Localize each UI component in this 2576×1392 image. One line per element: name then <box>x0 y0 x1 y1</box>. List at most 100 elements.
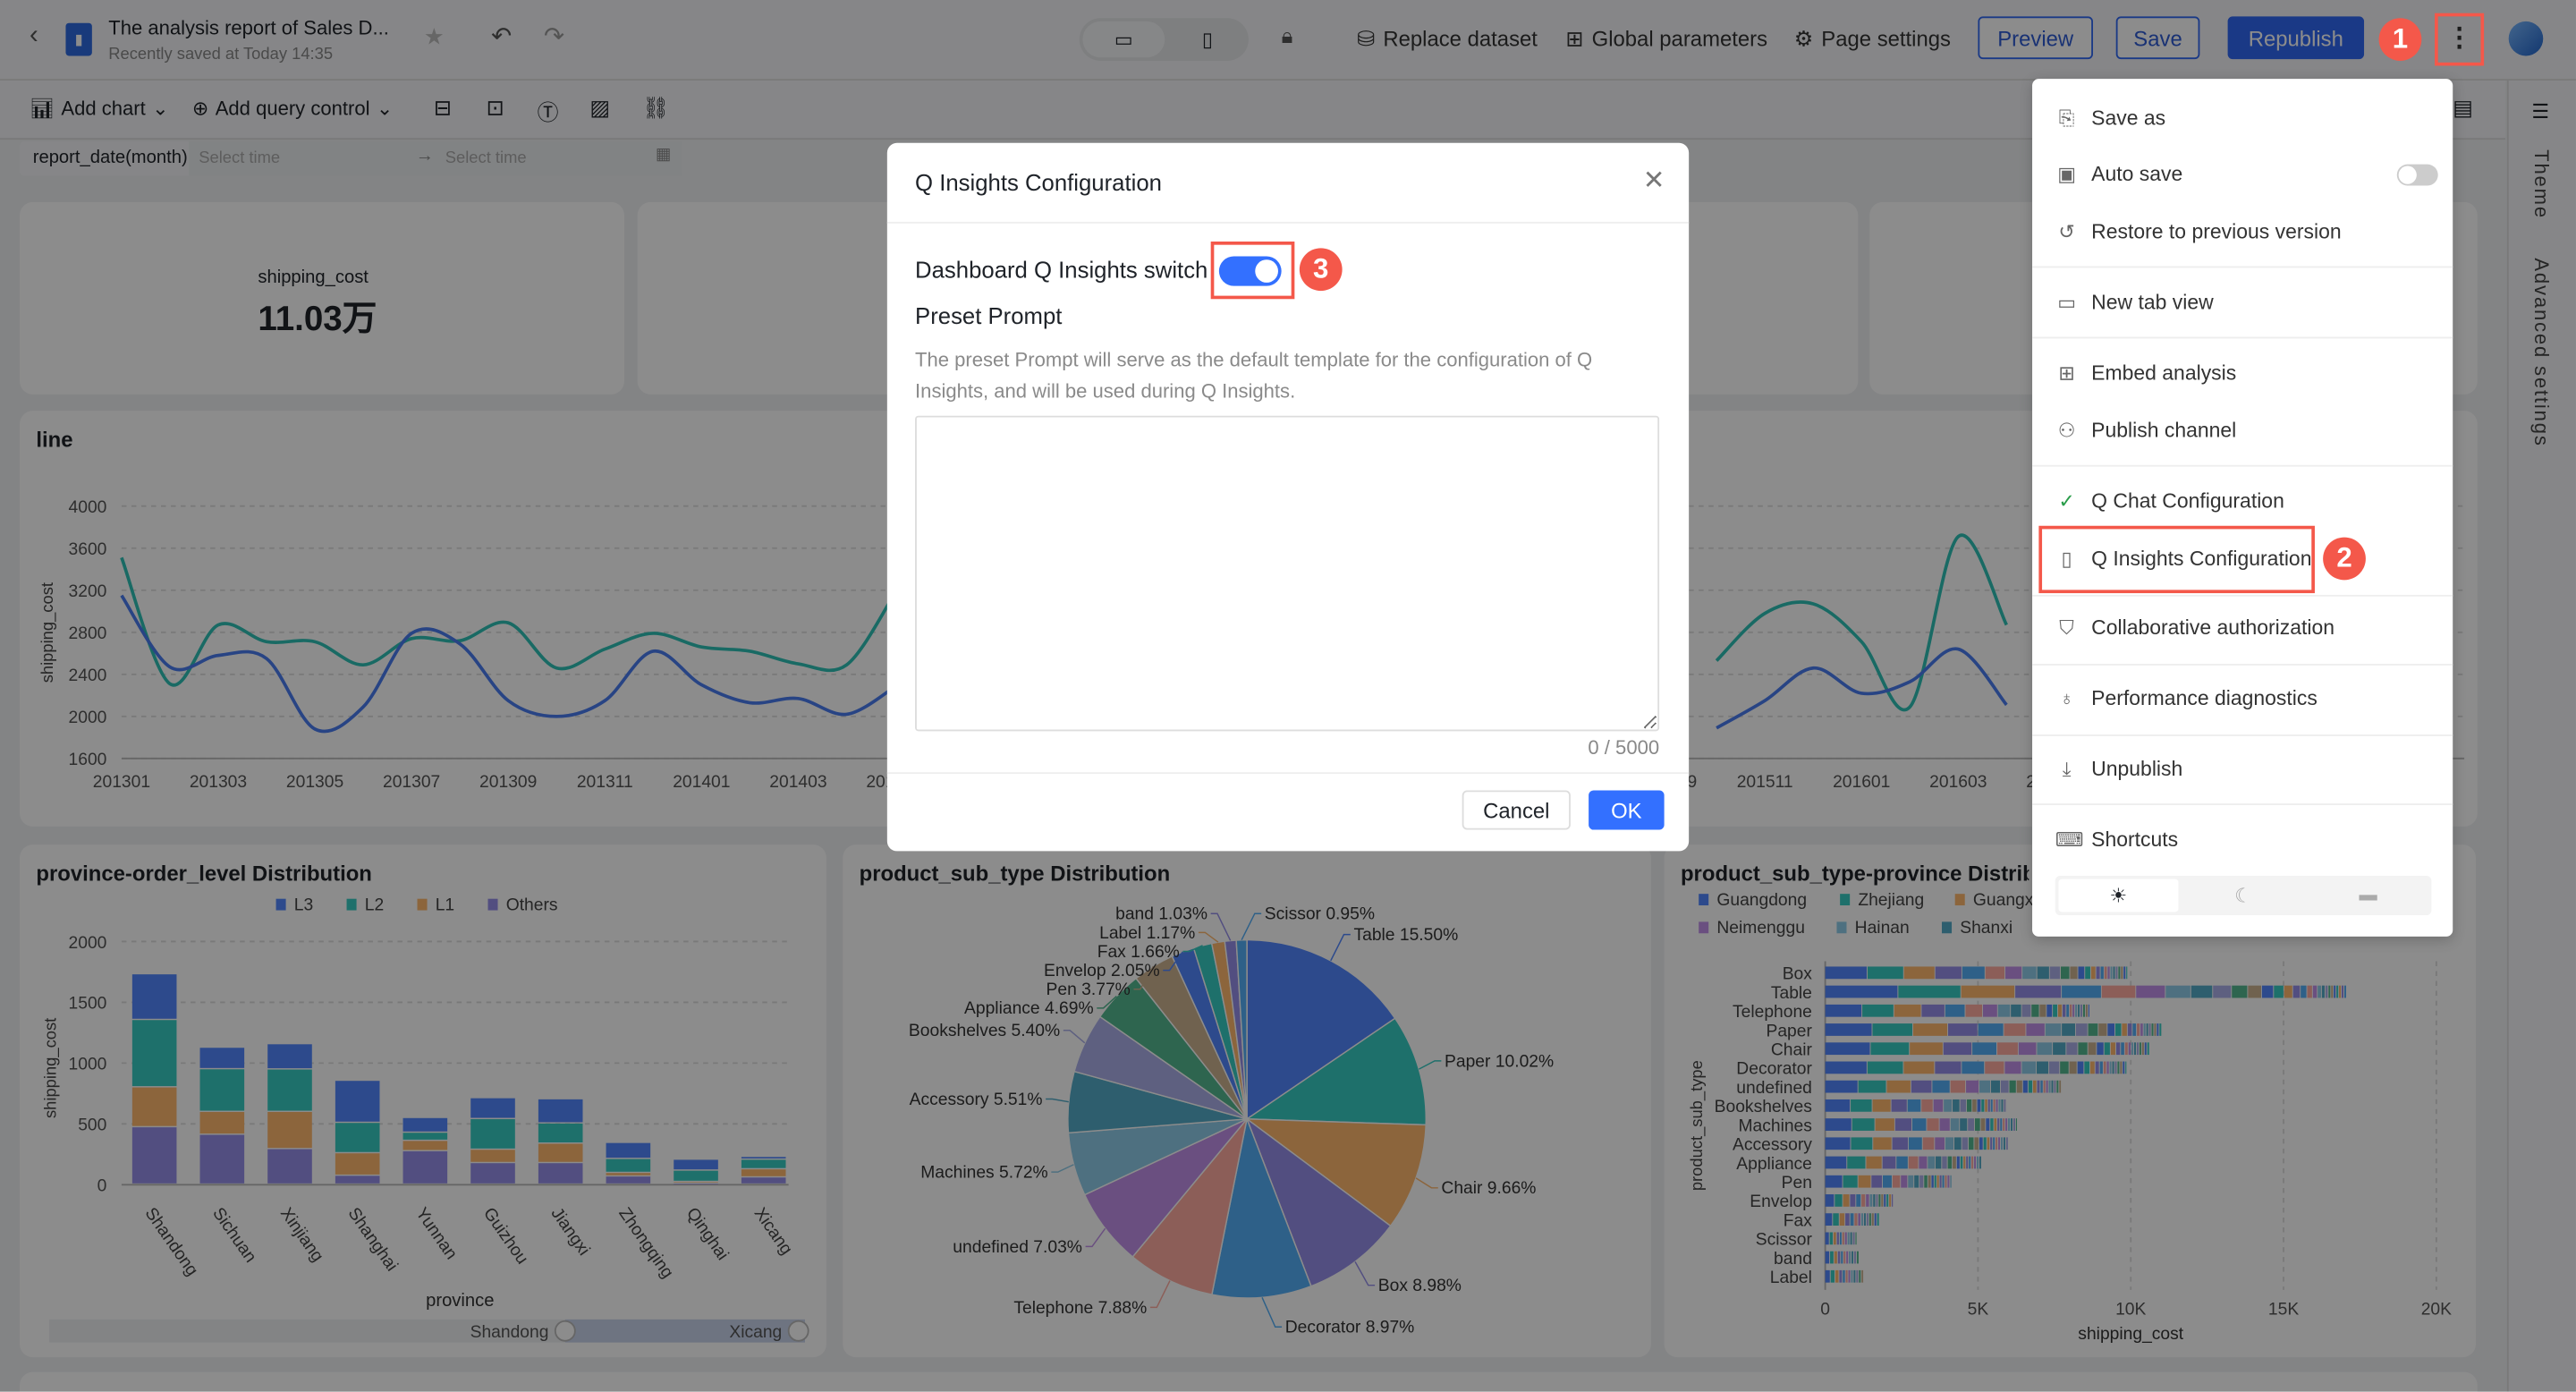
bar-segment <box>1825 1042 1870 1056</box>
collapse-panel-icon[interactable]: ☰ <box>2531 100 2550 123</box>
bar-segment <box>1877 1213 1879 1226</box>
bar-segment <box>2009 1080 2016 1093</box>
y-axis-title: shipping_cost <box>38 582 57 683</box>
advanced-settings-tab[interactable]: Advanced settings <box>2529 258 2554 447</box>
bar-segment <box>741 1159 786 1168</box>
system-theme-icon[interactable]: ▬ <box>2359 885 2377 906</box>
bar-segment <box>2103 1061 2106 1074</box>
bar-segment <box>2151 1023 2154 1036</box>
x-tick-label: 201305 <box>286 773 343 792</box>
bar-segment <box>1956 1156 1960 1169</box>
bar-segment <box>470 1163 515 1184</box>
menu-item-label: Save as <box>2091 106 2166 131</box>
y-tick-label: Label <box>1770 1269 1812 1287</box>
replace-dataset-button[interactable]: ⛁ Replace dataset <box>1357 26 1538 52</box>
character-counter: 0 / 5000 <box>1588 735 1660 760</box>
cancel-button[interactable]: Cancel <box>1462 790 1571 830</box>
bar-segment <box>2147 1042 2149 1056</box>
menu-item-auto-save[interactable]: ▣ Auto save <box>2032 149 2453 199</box>
desktop-icon[interactable]: ▭ <box>1082 21 1165 58</box>
global-parameters-button[interactable]: ⊞ Global parameters <box>1565 26 1767 52</box>
undo-icon[interactable]: ↶ <box>491 22 513 51</box>
back-icon[interactable]: ‹ <box>30 21 38 50</box>
bar-segment <box>1962 1137 1969 1150</box>
ok-button[interactable]: OK <box>1589 790 1665 830</box>
data-zoom-handle <box>554 1320 576 1342</box>
legend-swatch <box>487 898 498 911</box>
start-date-input[interactable]: Select time <box>199 149 281 168</box>
bar-segment <box>2036 1061 2049 1074</box>
bar-segment <box>1866 1194 1869 1207</box>
details-card[interactable] <box>20 1371 2478 1392</box>
theme-tab[interactable]: Theme <box>2529 149 2554 219</box>
bar-segment <box>1825 1175 1843 1188</box>
menu-item-label: Performance diagnostics <box>2091 686 2318 710</box>
text-icon[interactable]: Ⓣ <box>537 100 559 125</box>
bar-segment <box>1927 1118 1939 1131</box>
monitor-icon: ▭ <box>2057 291 2077 314</box>
y-tick-label: Table <box>1771 984 1812 1003</box>
bar-segment <box>741 1169 786 1176</box>
lock-icon[interactable]: 🔒︎ <box>1281 22 1293 48</box>
auto-save-toggle[interactable] <box>2396 164 2438 186</box>
pie-label: Box 8.98% <box>1378 1277 1462 1295</box>
menu-item-save-as[interactable]: ⎘ Save as <box>2032 94 2453 143</box>
bar-segment <box>2248 985 2261 998</box>
menu-item-new-tab-view[interactable]: ▭ New tab view <box>2032 277 2453 327</box>
add-chart-button[interactable]: 📊︎ Add chart ⌄ <box>30 97 169 120</box>
q-insights-toggle[interactable] <box>1218 256 1282 286</box>
tab-container-icon[interactable]: ⊡ <box>486 95 504 121</box>
save-button[interactable]: Save <box>2115 16 2200 60</box>
bar-segment <box>1974 1156 1977 1169</box>
y-tick-label: band <box>1774 1250 1812 1269</box>
kpi-card[interactable]: shipping_cost 11.03万 <box>20 201 624 395</box>
bar-segment <box>1834 1251 1837 1264</box>
bar-segment <box>2053 1042 2066 1056</box>
more-options-icon[interactable]: ⋮ <box>2445 24 2473 53</box>
add-query-control-label: Add query control <box>215 97 370 121</box>
calendar-icon[interactable]: ▦ <box>655 146 672 165</box>
bar-segment <box>2143 1023 2146 1036</box>
divider <box>2032 464 2453 467</box>
redo-icon[interactable]: ↷ <box>543 22 565 51</box>
dark-theme-icon[interactable]: ☾ <box>2234 884 2252 907</box>
preview-button[interactable]: Preview <box>1978 16 2093 60</box>
mobile-icon[interactable]: ▯ <box>1201 28 1214 51</box>
more-options-menu: ⎘ Save as ▣ Auto save ↺ Restore to previous… <box>2032 79 2453 937</box>
global-parameters-label: Global parameters <box>1591 26 1768 51</box>
page-settings-button[interactable]: ⚙ Page settings <box>1794 26 1951 52</box>
pie-label: Appliance 4.69% <box>964 999 1094 1018</box>
chart-title: line <box>36 427 73 453</box>
bar-segment <box>1886 1194 1889 1207</box>
menu-item-collaborative-authorization[interactable]: ⛉ Collaborative authorization <box>2032 603 2453 652</box>
table-icon[interactable]: ▤ <box>2453 95 2473 121</box>
end-date-input[interactable]: Select time <box>445 149 527 168</box>
menu-item-restore[interactable]: ↺ Restore to previous version <box>2032 207 2453 256</box>
bar-segment <box>2117 1061 2120 1074</box>
add-query-control-button[interactable]: ⊕ Add query control ⌄ <box>192 97 393 120</box>
menu-item-q-chat-configuration[interactable]: ✓ Q Chat Configuration <box>2032 477 2453 526</box>
image-icon[interactable]: ▨ <box>589 95 610 121</box>
bar-segment <box>2112 1061 2114 1074</box>
legend-label: Shanxi <box>1960 919 2012 938</box>
avatar[interactable] <box>2508 21 2544 56</box>
menu-item-performance-diagnostics[interactable]: ♁ Performance diagnostics <box>2032 674 2453 723</box>
date-range-input[interactable]: Select time → Select time ▦ <box>189 140 682 176</box>
link-icon[interactable]: ⛓ <box>642 95 670 121</box>
report-title[interactable]: The analysis report of Sales D... <box>108 16 389 40</box>
preset-prompt-textarea[interactable] <box>915 415 1660 732</box>
menu-item-q-insights-configuration[interactable]: ▯ Q Insights Configuration <box>2032 534 2315 583</box>
bar-segment <box>1936 1175 1939 1188</box>
layout-icon[interactable]: ⊟ <box>433 95 452 121</box>
menu-item-publish-channel[interactable]: ⚇ Publish channel <box>2032 406 2453 455</box>
menu-item-embed-analysis[interactable]: ⊞ Embed analysis <box>2032 348 2453 397</box>
bar-segment <box>2011 1004 2021 1017</box>
star-icon[interactable]: ★ <box>423 22 445 50</box>
light-theme-icon[interactable]: ☀ <box>2058 878 2179 912</box>
menu-item-unpublish[interactable]: ⤓ Unpublish <box>2032 744 2453 794</box>
republish-button[interactable]: Republish <box>2227 16 2365 60</box>
annotation-highlight <box>2435 13 2485 66</box>
close-icon[interactable]: ✕ <box>1642 167 1665 196</box>
bar-segment <box>2004 1099 2006 1112</box>
menu-item-shortcuts[interactable]: ⌨ Shortcuts <box>2032 815 2453 864</box>
